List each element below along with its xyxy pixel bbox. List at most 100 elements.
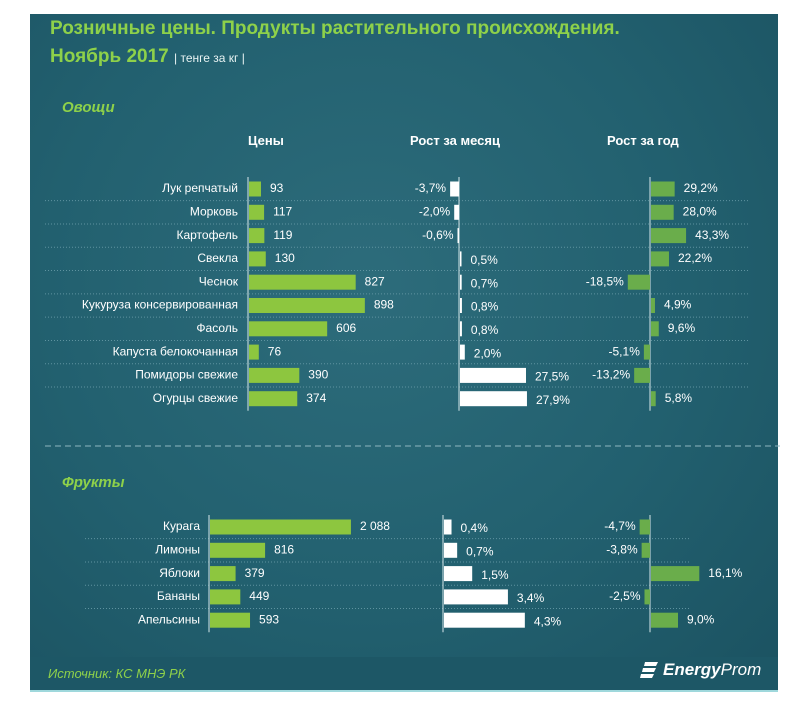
month-growth-label: 0,7% [466, 544, 494, 558]
month-growth-label: 2,0% [474, 346, 502, 360]
month-growth-label: 1,5% [481, 568, 509, 582]
category-label: Апельсины [138, 612, 200, 626]
month-growth-label: 0,7% [471, 276, 499, 290]
price-bar [249, 181, 261, 197]
month-growth-label: 0,5% [471, 253, 499, 267]
price-bar [249, 204, 265, 220]
month-growth-bar [460, 298, 462, 313]
year-growth-bar [651, 228, 687, 244]
month-growth-label: 0,4% [461, 521, 489, 535]
year-growth-bar [634, 367, 650, 383]
year-growth-label: -13,2% [592, 368, 630, 382]
price-bar [249, 251, 266, 267]
price-value-label: 827 [365, 274, 385, 288]
category-label: Помидоры свежие [135, 368, 238, 382]
month-growth-bar [444, 589, 508, 605]
year-growth-label: 16,1% [708, 566, 742, 580]
price-bar [249, 298, 365, 313]
month-growth-bar [444, 519, 452, 535]
unit-label: | тенге за кг | [174, 51, 245, 65]
year-growth-bar [643, 344, 650, 360]
month-growth-bar [460, 251, 462, 267]
column-header-month: Рост за месяц [410, 133, 500, 148]
year-growth-label: -18,5% [586, 274, 624, 288]
price-value-label: 119 [273, 228, 292, 242]
price-value-label: 898 [374, 298, 394, 312]
year-growth-bar [639, 519, 650, 535]
price-value-label: 593 [259, 612, 279, 626]
price-bar [210, 519, 351, 535]
energyprom-logo: EnergyProm [640, 660, 761, 680]
price-bar [249, 344, 259, 360]
month-growth-bar [460, 344, 465, 360]
price-bar [210, 589, 241, 605]
month-growth-label: 0,8% [471, 300, 499, 314]
month-growth-bar [444, 612, 525, 628]
category-label: Лук репчатый [162, 181, 238, 195]
month-growth-label: 4,3% [534, 614, 562, 628]
year-growth-label: -2,5% [609, 589, 641, 603]
year-growth-label: -4,7% [604, 519, 636, 533]
year-growth-label: 5,8% [665, 391, 693, 405]
year-growth-bar [651, 204, 674, 220]
month-growth-label: 27,9% [536, 393, 570, 407]
price-value-label: 449 [249, 589, 269, 603]
price-bar [210, 612, 251, 628]
month-growth-label: 3,4% [517, 591, 545, 605]
category-label: Бананы [157, 589, 200, 603]
year-growth-bar [644, 589, 650, 605]
chart-subtitle: Ноябрь 2017 | тенге за кг | [50, 46, 245, 68]
price-bar [210, 542, 266, 558]
category-label: Картофель [176, 228, 238, 242]
source-note: Источник: КС МНЭ РК [48, 666, 186, 681]
year-growth-bar [627, 274, 650, 290]
month-growth-label: -0,6% [422, 228, 454, 242]
year-growth-label: 43,3% [695, 228, 729, 242]
price-value-label: 374 [306, 391, 326, 405]
chart-title: Розничные цены. Продукты растительного п… [50, 18, 620, 39]
year-growth-label: 4,9% [664, 298, 692, 312]
year-growth-label: -3,8% [606, 542, 638, 556]
price-value-label: 606 [336, 321, 356, 335]
category-label: Фасоль [196, 321, 238, 335]
month-growth-bar [460, 274, 462, 290]
price-value-label: 130 [275, 251, 295, 265]
category-label: Кукуруза консервированная [82, 298, 238, 312]
month-growth-label: -2,0% [419, 204, 451, 218]
year-growth-bar [641, 542, 650, 558]
month-growth-bar [460, 367, 526, 383]
price-value-label: 2 088 [360, 519, 390, 533]
category-label: Курага [163, 519, 200, 533]
section-vegetables: Овощи [62, 99, 115, 116]
year-growth-label: -5,1% [609, 344, 641, 358]
price-value-label: 379 [245, 566, 265, 580]
logo-icon [640, 662, 658, 678]
month-growth-bar [460, 321, 462, 337]
month-growth-label: 0,8% [471, 323, 499, 337]
month-growth-bar [454, 204, 459, 220]
column-header-price: Цены [248, 133, 284, 148]
price-value-label: 816 [274, 542, 294, 556]
year-growth-bar [651, 321, 659, 337]
period: Ноябрь 2017 [50, 46, 169, 67]
price-bar [249, 321, 328, 337]
price-value-label: 93 [270, 181, 284, 195]
month-growth-bar [457, 228, 459, 244]
year-growth-bar [651, 566, 700, 582]
price-value-label: 117 [273, 204, 292, 218]
month-growth-label: 27,5% [535, 370, 569, 384]
price-value-label: 76 [268, 344, 282, 358]
price-bar [249, 228, 265, 244]
price-bar [249, 391, 298, 407]
category-label: Свекла [197, 251, 238, 265]
year-growth-bar [651, 391, 656, 407]
year-growth-label: 9,6% [668, 321, 696, 335]
year-growth-bar [651, 181, 675, 197]
section-fruits: Фрукты [62, 474, 125, 491]
year-growth-bar [651, 251, 669, 267]
price-bar [249, 274, 356, 290]
category-label: Капуста белокочанная [113, 344, 238, 358]
year-growth-bar [651, 298, 655, 313]
month-growth-bar [450, 181, 459, 197]
